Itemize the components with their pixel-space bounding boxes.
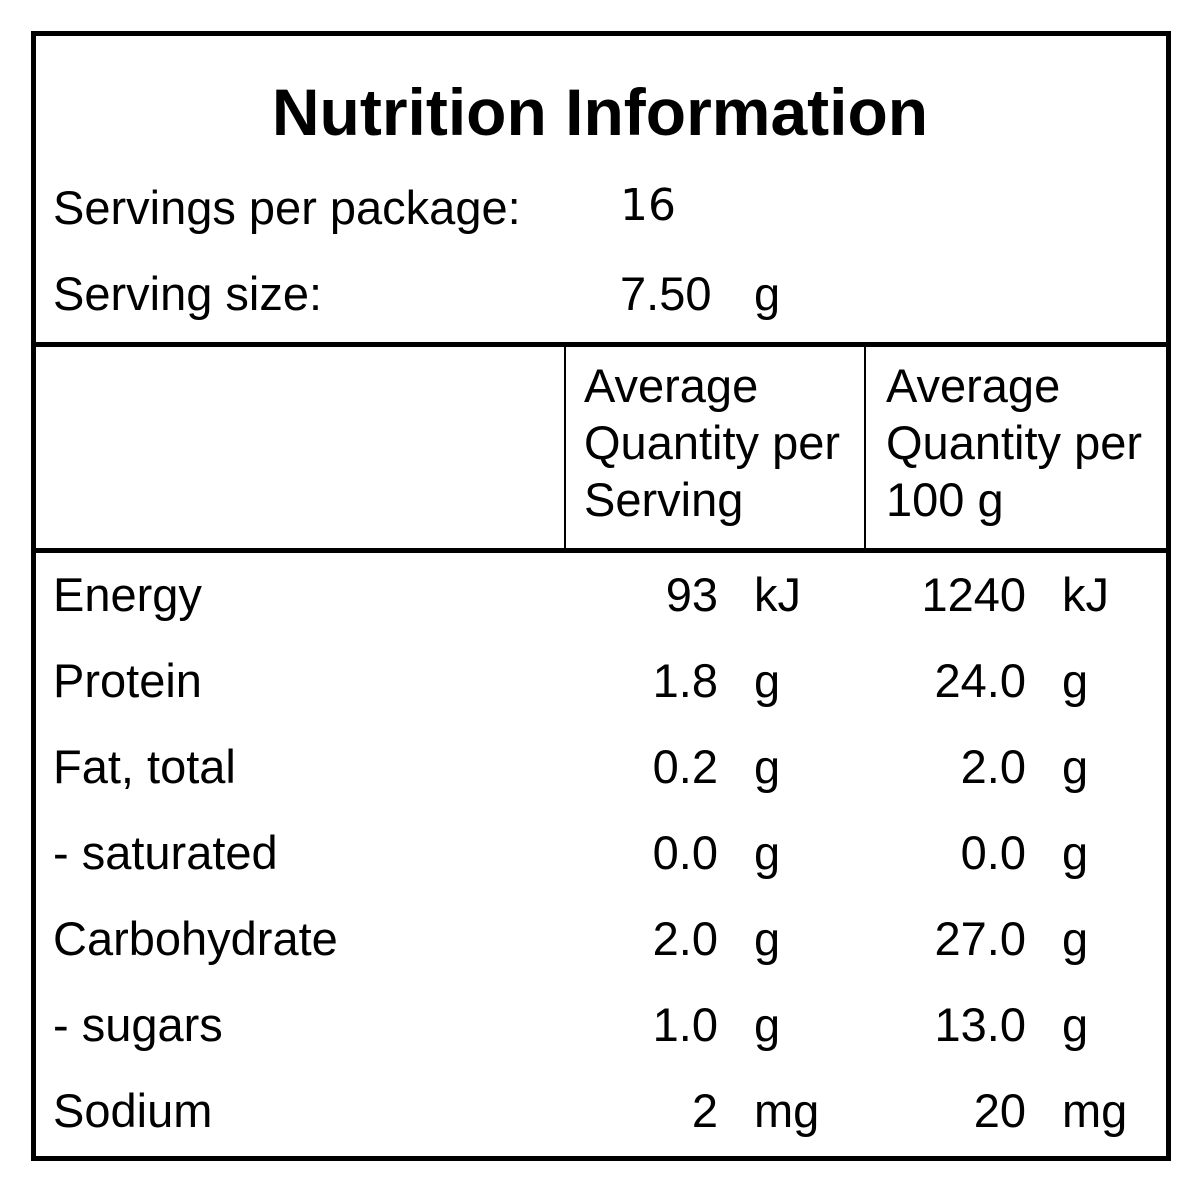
per-100g-unit: g	[1062, 998, 1089, 1051]
per-serving-unit: g	[754, 998, 781, 1051]
divider-header	[33, 548, 1169, 553]
nutrient-label: Sodium	[53, 1084, 213, 1137]
column-header-per-serving: Average Quantity per Serving	[584, 357, 840, 528]
per-serving-unit: kJ	[754, 568, 801, 621]
per-100g-unit: g	[1062, 912, 1089, 965]
per-serving-unit: g	[754, 740, 781, 793]
column-header-per-100g: Average Quantity per 100 g	[886, 357, 1142, 528]
per-100g-value: 0.0	[960, 826, 1026, 879]
per-serving-value: 0.0	[652, 826, 718, 879]
per-100g-unit: kJ	[1062, 568, 1109, 621]
per-serving-value: 1.0	[652, 998, 718, 1051]
per-100g-unit: g	[1062, 654, 1089, 707]
per-serving-value: 2.0	[652, 912, 718, 965]
column-header-line: Quantity per	[886, 416, 1143, 469]
column-header-line: Average	[886, 359, 1061, 412]
nutrient-label: Fat, total	[53, 740, 236, 793]
column-header-line: Average	[584, 359, 759, 412]
servings-value: 16	[620, 180, 676, 231]
per-serving-value: 2	[691, 1084, 718, 1137]
per-serving-unit: mg	[754, 1084, 820, 1137]
per-100g-value: 2.0	[960, 740, 1026, 793]
serving-size-label: Serving size:	[53, 267, 323, 320]
nutrition-panel	[31, 31, 1171, 1161]
per-serving-unit: g	[754, 654, 781, 707]
per-serving-value: 0.2	[652, 740, 718, 793]
per-100g-value: 13.0	[934, 998, 1026, 1051]
per-serving-value: 1.8	[652, 654, 718, 707]
per-serving-unit: g	[754, 826, 781, 879]
per-serving-value: 93	[665, 568, 718, 621]
nutrient-label: Carbohydrate	[53, 912, 338, 965]
nutrient-label: Energy	[53, 568, 202, 621]
column-header-line: Quantity per	[584, 416, 841, 469]
panel-title: Nutrition Information	[271, 75, 929, 149]
column-header-line: 100 g	[886, 473, 1004, 526]
serving-size-value: 7.50	[620, 267, 712, 320]
per-100g-value: 20	[973, 1084, 1026, 1137]
per-serving-unit: g	[754, 912, 781, 965]
servings-label: Servings per package:	[53, 181, 521, 234]
column-header-line: Serving	[584, 473, 744, 526]
per-100g-value: 24.0	[934, 654, 1026, 707]
per-100g-unit: g	[1062, 740, 1089, 793]
per-100g-value: 27.0	[934, 912, 1026, 965]
nutrient-label: - sugars	[53, 998, 223, 1051]
per-100g-unit: g	[1062, 826, 1089, 879]
nutrient-label: Protein	[53, 654, 202, 707]
divider-top	[33, 342, 1169, 347]
serving-size-unit: g	[754, 267, 781, 320]
per-100g-value: 1240	[921, 568, 1026, 621]
column-divider-2	[864, 347, 866, 548]
per-100g-unit: mg	[1062, 1084, 1128, 1137]
nutrient-label: - saturated	[53, 826, 278, 879]
column-divider-1	[564, 347, 566, 548]
